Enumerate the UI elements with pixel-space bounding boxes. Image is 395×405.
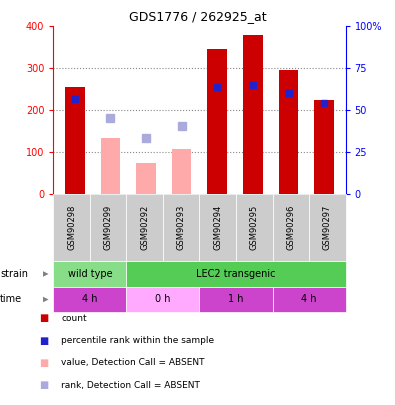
Text: 1 h: 1 h [228,294,244,305]
Bar [65,87,85,194]
Text: percentile rank within the sample: percentile rank within the sample [61,336,214,345]
Text: count: count [61,314,87,323]
Text: rank, Detection Call = ABSENT: rank, Detection Call = ABSENT [61,381,200,390]
Text: ■: ■ [40,358,49,368]
Text: 4 h: 4 h [301,294,317,305]
Text: GSM90295: GSM90295 [250,205,259,250]
Bar [314,100,334,194]
Text: wild type: wild type [68,269,112,279]
Text: GSM90294: GSM90294 [213,205,222,250]
Text: 4 h: 4 h [82,294,98,305]
Text: GDS1776 / 262925_at: GDS1776 / 262925_at [129,10,266,23]
Bar [279,70,298,194]
Text: strain: strain [0,269,28,279]
Text: ■: ■ [40,380,49,390]
Text: GSM90293: GSM90293 [177,205,186,251]
Bar [136,163,156,194]
Text: ■: ■ [40,313,49,323]
Bar [101,138,120,194]
Bar [172,149,192,194]
Text: 0 h: 0 h [155,294,171,305]
Text: ■: ■ [40,336,49,345]
Text: GSM90299: GSM90299 [103,205,113,250]
Text: value, Detection Call = ABSENT: value, Detection Call = ABSENT [61,358,205,367]
Text: GSM90296: GSM90296 [286,205,295,251]
Text: GSM90298: GSM90298 [67,205,76,251]
Text: GSM90292: GSM90292 [140,205,149,250]
Bar [243,35,263,194]
Text: LEC2 transgenic: LEC2 transgenic [196,269,276,279]
Text: time: time [0,294,22,305]
Text: GSM90297: GSM90297 [323,205,332,251]
Bar [207,49,227,194]
